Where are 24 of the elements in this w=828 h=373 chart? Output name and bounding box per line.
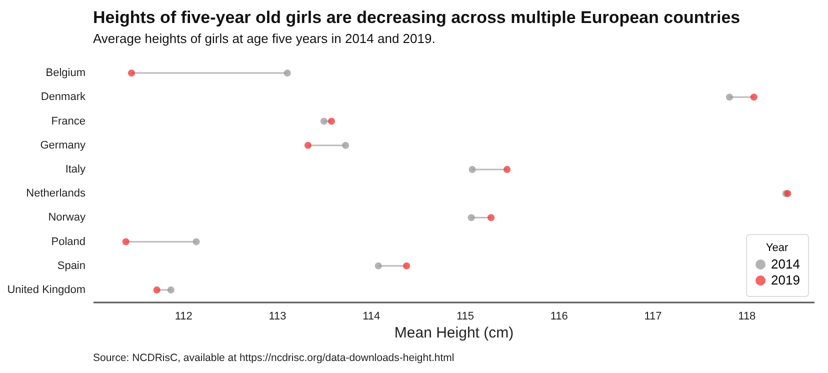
y-tick-label: Italy [65,163,86,176]
y-tick-label: Poland [51,236,86,248]
y-tick-label: Norway [48,212,86,224]
y-tick-label: United Kingdom [7,284,86,296]
source-note: Source: NCDRisC, available at https://ncdrisc.org/data-downloads-height.html [93,352,454,364]
x-axis-title: Mean Height (cm) [394,324,514,342]
y-tick-label: Germany [40,139,86,152]
chart-subtitle: Average heights of girls at age five years in 2014 and 2019. [93,31,436,46]
x-tick-label: 112 [174,310,192,322]
x-tick-label: 116 [550,310,568,322]
x-tick-label: 113 [268,310,286,322]
y-tick-label: Belgium [46,67,86,80]
y-tick-label: France [51,115,86,128]
x-tick-label: 118 [738,310,756,322]
chart-title: Heights of five-year old girls are decreasing across multiple European countries [93,8,740,27]
x-tick-label: 117 [644,310,662,322]
y-tick-label: Spain [57,260,86,272]
x-tick-label: 115 [456,310,474,322]
legend-label: 2019 [771,272,800,288]
y-tick-label: Netherlands [26,188,86,200]
x-tick-label: 114 [362,310,380,322]
legend-label: 2014 [771,256,800,272]
legend-title: Year [766,242,788,254]
y-tick-label: Denmark [40,91,86,104]
